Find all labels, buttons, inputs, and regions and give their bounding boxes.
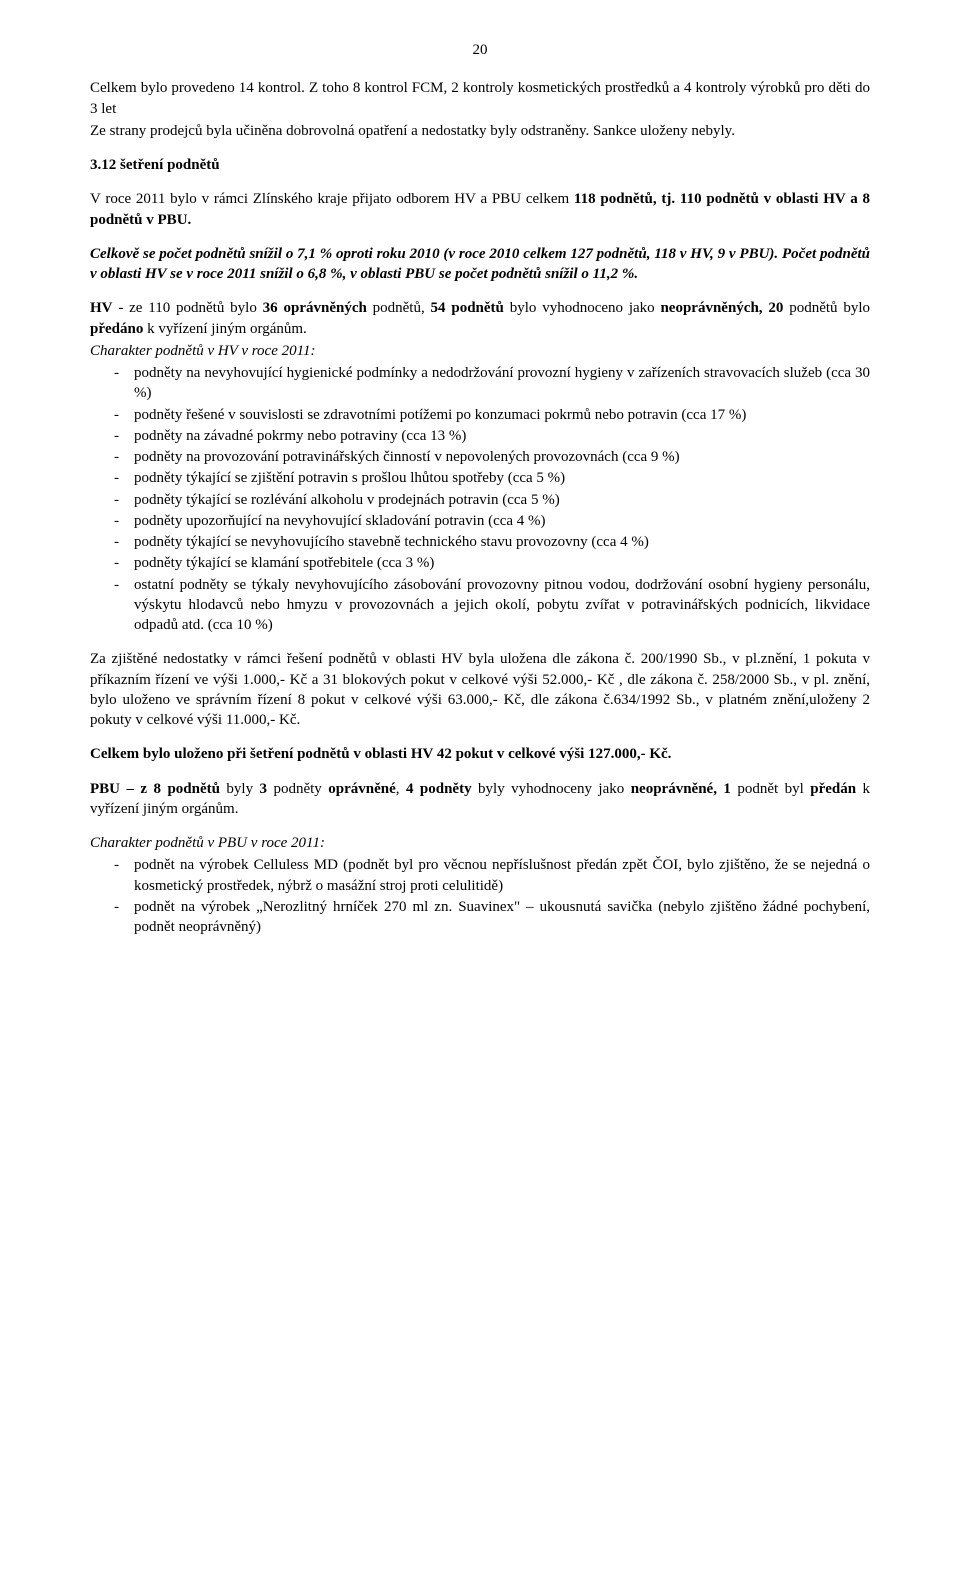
text: k vyřízení jiným orgánům.: [143, 321, 306, 337]
list-item: podněty na provozování potravinářských č…: [134, 447, 870, 467]
text-bold: 54 podnětů: [431, 300, 504, 316]
paragraph-total: Celkem bylo uloženo při šetření podnětů …: [90, 744, 870, 764]
text-bold: neoprávněné, 1: [631, 781, 731, 797]
page-number: 20: [90, 40, 870, 60]
paragraph-penalties: Za zjištěné nedostatky v rámci řešení po…: [90, 649, 870, 730]
paragraph-intro-1: Celkem bylo provedeno 14 kontrol. Z toho…: [90, 78, 870, 119]
text: byly: [220, 781, 260, 797]
text-bold: PBU – z 8 podnětů: [90, 781, 220, 797]
list-item: podnět na výrobek „Nerozlitný hrníček 27…: [134, 897, 870, 938]
text: V roce 2011 bylo v rámci Zlínského kraje…: [90, 191, 574, 207]
text: ,: [396, 781, 406, 797]
text: podnětů bylo: [783, 300, 870, 316]
text: podnět byl: [731, 781, 810, 797]
text: podnětů,: [367, 300, 431, 316]
text-bold: 36 oprávněných: [263, 300, 367, 316]
text-bold: 4 podněty: [406, 781, 472, 797]
paragraph-summary: V roce 2011 bylo v rámci Zlínského kraje…: [90, 189, 870, 230]
list-item: podněty týkající se zjištění potravin s …: [134, 468, 870, 488]
paragraph-hv-character: Charakter podnětů v HV v roce 2011:: [90, 341, 870, 361]
text: byly vyhodnoceny jako: [472, 781, 631, 797]
text-bold: HV: [90, 300, 113, 316]
text-bold: neoprávněných, 20: [660, 300, 783, 316]
list-item: podnět na výrobek Celluless MD (podnět b…: [134, 855, 870, 896]
list-item: podněty na závadné pokrmy nebo potraviny…: [134, 426, 870, 446]
text-bold: 3: [260, 781, 268, 797]
paragraph-intro-2: Ze strany prodejců byla učiněna dobrovol…: [90, 121, 870, 141]
hv-list: podněty na nevyhovující hygienické podmí…: [90, 363, 870, 635]
list-item: podněty týkající se klamání spotřebitele…: [134, 553, 870, 573]
document-page: 20 Celkem bylo provedeno 14 kontrol. Z t…: [0, 0, 960, 998]
section-heading: 3.12 šetření podnětů: [90, 155, 870, 175]
paragraph-stats: Celkově se počet podnětů snížil o 7,1 % …: [90, 244, 870, 285]
list-item: podněty na nevyhovující hygienické podmí…: [134, 363, 870, 404]
list-item: podněty upozorňující na nevyhovující skl…: [134, 511, 870, 531]
text-bold: oprávněné: [328, 781, 396, 797]
text: podněty: [267, 781, 328, 797]
list-item: ostatní podněty se týkaly nevyhovujícího…: [134, 575, 870, 636]
paragraph-pbu-results: PBU – z 8 podnětů byly 3 podněty oprávně…: [90, 779, 870, 820]
text-bold: předáno: [90, 321, 143, 337]
text-bold: předán: [810, 781, 856, 797]
pbu-list: podnět na výrobek Celluless MD (podnět b…: [90, 855, 870, 937]
list-item: podněty řešené v souvislosti se zdravotn…: [134, 405, 870, 425]
list-item: podněty týkající se rozlévání alkoholu v…: [134, 490, 870, 510]
list-item: podněty týkající se nevyhovujícího stave…: [134, 532, 870, 552]
text: bylo vyhodnoceno jako: [504, 300, 661, 316]
paragraph-hv-results: HV - ze 110 podnětů bylo 36 oprávněných …: [90, 298, 870, 339]
text: - ze 110 podnětů bylo: [113, 300, 263, 316]
paragraph-pbu-character: Charakter podnětů v PBU v roce 2011:: [90, 833, 870, 853]
